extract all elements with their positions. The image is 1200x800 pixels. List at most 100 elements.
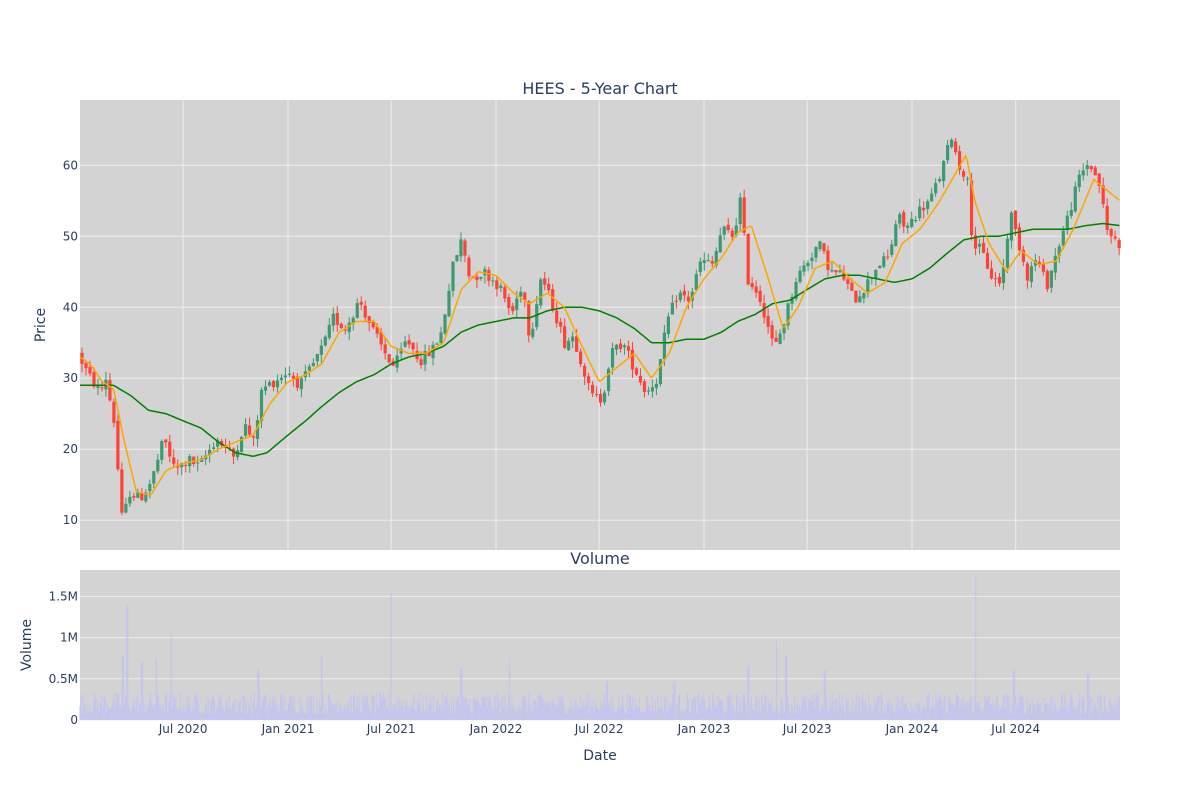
volume-bar	[366, 695, 368, 720]
candle-down	[682, 290, 686, 296]
volume-bar	[748, 666, 750, 720]
volume-bar	[128, 706, 130, 720]
volume-bar	[1031, 713, 1033, 720]
volume-bar	[563, 706, 565, 720]
volume-bar	[722, 699, 724, 720]
volume-bar	[260, 708, 262, 720]
volume-bar	[274, 697, 276, 720]
candle-down	[854, 290, 858, 303]
volume-bar	[465, 697, 467, 720]
volume-bar	[620, 704, 622, 720]
volume-bar	[644, 711, 646, 720]
candle-up	[212, 447, 216, 449]
volume-bar	[901, 698, 903, 720]
volume-bar	[249, 708, 251, 720]
volume-bar	[468, 703, 470, 720]
candle-up	[666, 316, 670, 334]
candle-up	[670, 302, 674, 315]
volume-bar	[836, 698, 838, 720]
candle-down	[583, 365, 587, 377]
volume-bar	[829, 696, 831, 720]
volume-bar	[439, 704, 441, 720]
volume-bar	[284, 695, 286, 720]
volume-bar	[435, 711, 437, 720]
volume-bar	[1118, 694, 1120, 720]
volume-bar	[504, 695, 506, 720]
volume-bar	[950, 701, 952, 720]
volume-bar	[689, 713, 691, 720]
volume-bar	[947, 702, 949, 720]
volume-bar	[431, 712, 433, 720]
volume-bar	[183, 702, 185, 720]
volume-bar	[653, 711, 655, 720]
volume-bar	[839, 702, 841, 720]
volume-bar	[953, 708, 955, 720]
volume-bar	[107, 709, 109, 720]
candle-down	[84, 363, 88, 368]
volume-bar	[787, 695, 789, 720]
volume-bar	[421, 711, 423, 720]
volume-bar	[538, 694, 540, 720]
volume-bar	[378, 708, 380, 720]
volume-bar	[763, 704, 765, 720]
volume-bar	[293, 697, 295, 720]
volume-bar	[315, 713, 317, 720]
candle-down	[774, 337, 778, 342]
candle-down	[335, 312, 339, 325]
volume-bar	[1024, 713, 1026, 720]
candle-down	[726, 224, 730, 231]
volume-bar	[917, 701, 919, 720]
candle-up	[1077, 174, 1081, 188]
volume-bar	[914, 703, 916, 720]
volume-bar	[831, 692, 833, 720]
volume-bar	[601, 707, 603, 720]
volume-bar	[113, 693, 115, 720]
volume-bar	[962, 695, 964, 720]
candle-up	[531, 328, 535, 337]
volume-bar	[1060, 696, 1062, 720]
volume-bar	[1090, 699, 1092, 720]
candle-down	[507, 297, 511, 309]
volume-bar	[967, 701, 969, 720]
volume-bar	[945, 713, 947, 720]
volume-bar	[526, 711, 528, 720]
volume-bar	[142, 662, 144, 720]
volume-bar	[256, 704, 258, 720]
candle-down	[271, 381, 276, 388]
volume-bar	[1112, 706, 1114, 720]
volume-bar	[398, 699, 400, 720]
candle-down	[559, 321, 563, 327]
volume-bar	[337, 713, 339, 720]
candle-down	[1021, 249, 1026, 262]
candle-down	[826, 250, 830, 271]
candle-up	[662, 332, 666, 360]
volume-bar	[179, 693, 181, 720]
volume-bar	[889, 710, 891, 720]
volume-bar	[580, 708, 582, 720]
moving-average-lines	[79, 153, 1120, 497]
volume-bar	[696, 713, 698, 720]
volume-bar	[457, 695, 459, 720]
volume-bar	[625, 713, 627, 720]
volume-bar	[553, 701, 555, 720]
volume-bar	[991, 704, 993, 720]
volume-bar	[482, 697, 484, 720]
volume-bar	[79, 705, 81, 720]
volume-bar	[688, 698, 690, 720]
candle-up	[654, 383, 659, 389]
candle-up	[539, 279, 543, 306]
candle-up	[810, 257, 814, 262]
candle-up	[216, 440, 220, 447]
volume-bar	[92, 710, 94, 720]
volume-bar	[629, 695, 631, 720]
volume-bar	[239, 702, 241, 720]
volume-bar	[167, 712, 169, 720]
volume-bar	[908, 709, 910, 720]
candle-down	[88, 367, 92, 374]
volume-bar	[98, 712, 100, 720]
volume-bar	[498, 697, 500, 720]
volume-bar	[710, 710, 712, 720]
volume-bar	[647, 697, 649, 720]
volume-bar	[171, 707, 173, 720]
volume-chart-title: Volume	[570, 549, 630, 568]
